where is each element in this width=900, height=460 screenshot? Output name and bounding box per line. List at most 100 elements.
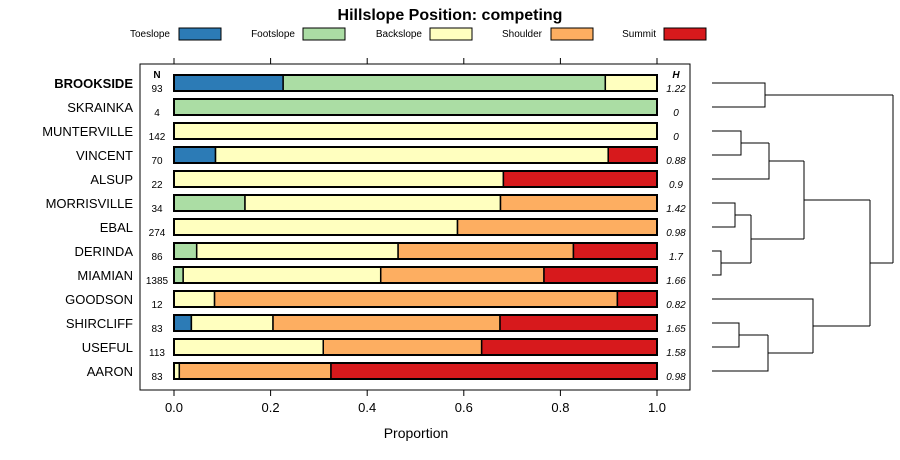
dendro-branch (712, 298, 870, 372)
dendro-branch (712, 161, 870, 276)
n-value: 93 (151, 84, 163, 95)
bar-outline (173, 98, 658, 116)
bar-row: SKRAINKA 4 0 (67, 98, 679, 119)
n-value: 12 (151, 300, 163, 311)
bar-segment-backslope (604, 74, 658, 92)
x-tick-label: 1.0 (648, 400, 666, 415)
bar-row: EBAL 274 0.98 (100, 218, 686, 239)
bar-segment-backslope (244, 194, 502, 212)
category-label: GOODSON (65, 292, 133, 307)
n-value: 4 (154, 108, 160, 119)
bar-segment-summit (502, 170, 658, 188)
x-axis-label: Proportion (384, 425, 449, 441)
n-value: 34 (151, 204, 163, 215)
bar-segment-backslope (182, 266, 382, 284)
h-value: 1.58 (666, 348, 686, 359)
category-label: USEFUL (82, 340, 133, 355)
bar-row: DERINDA 86 1.7 (74, 242, 683, 263)
bar-segment-backslope (214, 146, 609, 164)
bar-segment-footslope (173, 266, 184, 284)
bar-outline (173, 74, 658, 92)
bar-segment-shoulder (213, 290, 619, 308)
bar-row: USEFUL 113 1.58 (82, 338, 686, 359)
bar-segment-summit (543, 266, 658, 284)
legend-swatch (663, 27, 707, 41)
legend-label: Backslope (376, 29, 423, 40)
bar-outline (173, 290, 658, 308)
bar-row: MORRISVILLE 34 1.42 (46, 194, 686, 215)
bar-outline (173, 314, 658, 332)
bar-outline (173, 170, 658, 188)
bar-segment-backslope (173, 290, 216, 308)
h-value: 0 (673, 108, 679, 119)
h-value: 1.22 (666, 84, 686, 95)
bar-segment-backslope (173, 338, 324, 356)
bar-segment-shoulder (272, 314, 501, 332)
bar-row: ALSUP 22 0.9 (90, 170, 683, 191)
dendrogram (712, 82, 894, 372)
h-value: 0.98 (666, 228, 686, 239)
bar-outline (173, 218, 658, 236)
category-label: MIAMIAN (77, 268, 133, 283)
h-value: 1.42 (666, 204, 686, 215)
x-tick-label: 0.6 (455, 400, 473, 415)
h-value: 0.98 (666, 372, 686, 383)
bar-segment-summit (572, 242, 658, 260)
category-label: MUNTERVILLE (42, 124, 133, 139)
n-value: 142 (149, 132, 166, 143)
bar-rows: BROOKSIDE 93 1.22 SKRAINKA 4 0 MUNTERVILLE 142 0… (42, 74, 686, 383)
category-label: BROOKSIDE (54, 76, 133, 91)
bar-segment-footslope (173, 242, 198, 260)
category-label: SHIRCLIFF (66, 316, 133, 331)
bar-segment-shoulder (379, 266, 545, 284)
n-value: 83 (151, 324, 163, 335)
legend-label: Summit (622, 29, 656, 40)
legend: Toeslope Footslope Backslope Shoulder Summit (130, 27, 707, 41)
bar-row: AARON 83 0.98 (87, 362, 686, 383)
x-tick-label: 0.2 (262, 400, 280, 415)
bar-outline (173, 242, 658, 260)
h-value: 0 (673, 132, 679, 143)
bar-segment-footslope (173, 194, 246, 212)
bar-segment-toeslope (173, 74, 284, 92)
bar-outline (173, 146, 658, 164)
bar-segment-shoulder (322, 338, 483, 356)
x-tick-label: 0.0 (165, 400, 183, 415)
bar-segment-backslope (173, 170, 505, 188)
bar-segment-toeslope (173, 146, 217, 164)
category-label: MORRISVILLE (46, 196, 134, 211)
category-label: AARON (87, 364, 133, 379)
legend-swatch (178, 27, 222, 41)
bar-segment-shoulder (178, 362, 332, 380)
bar-segment-summit (480, 338, 658, 356)
n-value: 70 (151, 156, 163, 167)
plot-frame (139, 63, 691, 391)
bar-outline (173, 338, 658, 356)
bar-row: MIAMIAN 1385 1.66 (77, 266, 686, 287)
bar-segment-summit (607, 146, 658, 164)
legend-swatch (429, 27, 473, 41)
bar-row: SHIRCLIFF 83 1.65 (66, 314, 686, 335)
dendro-branch (869, 95, 894, 326)
bar-outline (173, 122, 658, 140)
bar-segment-backslope (173, 122, 658, 140)
h-value: 1.66 (666, 276, 686, 287)
bar-segment-backslope (190, 314, 274, 332)
legend-swatch (550, 27, 594, 41)
category-label: VINCENT (76, 148, 133, 163)
bar-segment-backslope (173, 218, 459, 236)
h-value: 1.7 (669, 252, 683, 263)
h-header: H (672, 70, 680, 81)
x-tick-label: 0.8 (551, 400, 569, 415)
category-label: DERINDA (74, 244, 133, 259)
n-value: 86 (151, 252, 163, 263)
n-value: 1385 (146, 276, 169, 287)
n-value: 22 (151, 180, 163, 191)
bar-row: VINCENT 70 0.88 (76, 146, 686, 167)
legend-label: Toeslope (130, 29, 170, 40)
bar-segment-shoulder (397, 242, 575, 260)
bar-row: GOODSON 12 0.82 (65, 290, 686, 311)
h-value: 0.9 (669, 180, 683, 191)
bar-outline (173, 362, 658, 380)
category-label: SKRAINKA (67, 100, 133, 115)
